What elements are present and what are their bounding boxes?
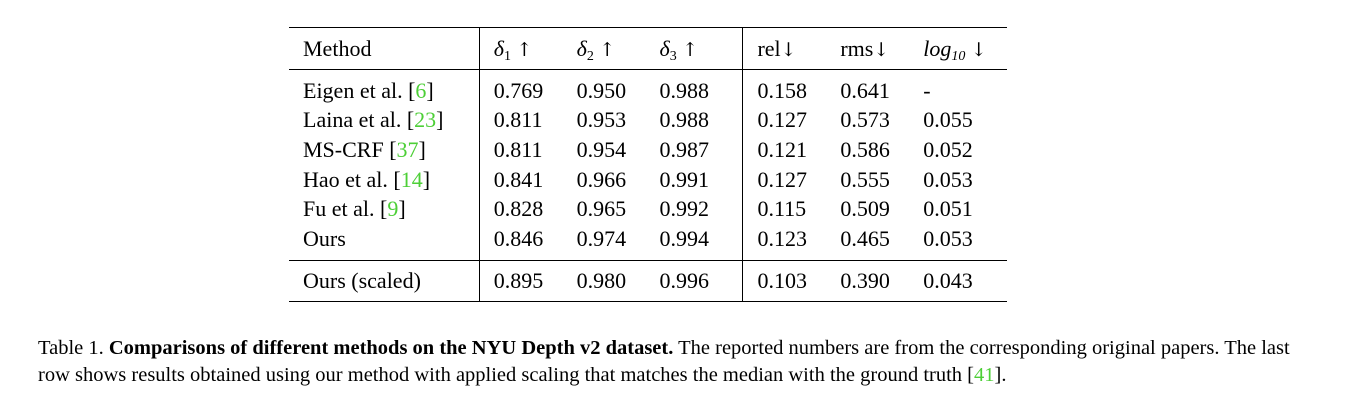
cell-delta2: 0.953	[576, 107, 627, 133]
cell-log10: -	[923, 77, 931, 103]
citation-link[interactable]: 6	[415, 77, 427, 103]
table-row: MS-CRF [37] 0.811 0.954 0.987 0.121 0.58…	[289, 135, 1007, 165]
cell-delta1: 0.769	[478, 69, 577, 106]
citation-link[interactable]: 37	[396, 136, 419, 162]
cell-delta1: 0.895	[478, 259, 577, 302]
citation-link[interactable]: 9	[387, 196, 399, 222]
cell-delta2: 0.954	[576, 136, 627, 162]
cell-delta1: 0.811	[478, 105, 577, 136]
cell-rel: 0.103	[742, 259, 841, 302]
method-name: Ours	[289, 223, 480, 261]
cell-delta3: 0.996	[659, 259, 743, 302]
cell-rms: 0.641	[840, 77, 890, 103]
cell-rel: 0.127	[742, 105, 841, 136]
cell-rms: 0.509	[840, 196, 890, 222]
header-delta1: δ1 ↑	[478, 27, 577, 70]
cell-delta2: 0.980	[576, 259, 660, 302]
results-table-container: Method δ1 ↑ δ2 ↑ δ3 ↑ rel↓ rms↓ log10 ↓ …	[289, 27, 1007, 302]
cell-delta1: 0.811	[478, 135, 577, 165]
cell-log10: 0.053	[923, 166, 973, 192]
cell-log10: 0.052	[923, 136, 973, 162]
table-row-scaled: Ours (scaled) 0.895 0.980 0.996 0.103 0.…	[289, 259, 1007, 302]
method-name: Ours (scaled)	[289, 259, 480, 302]
caption-label: Table 1.	[38, 337, 104, 359]
cell-delta3: 0.988	[659, 77, 710, 103]
table-row: Ours 0.846 0.974 0.994 0.123 0.465 0.053	[289, 223, 1007, 261]
cell-rms: 0.586	[840, 136, 890, 162]
table-header-row: Method δ1 ↑ δ2 ↑ δ3 ↑ rel↓ rms↓ log10 ↓	[289, 27, 1007, 70]
citation-link[interactable]: 14	[400, 166, 423, 192]
cell-delta3: 0.992	[659, 196, 710, 222]
method-name: Fu et al. [9]	[303, 196, 406, 222]
table-row: Fu et al. [9] 0.828 0.965 0.992 0.115 0.…	[289, 194, 1007, 224]
cell-delta2: 0.966	[576, 166, 627, 192]
cell-rms: 0.390	[840, 259, 924, 302]
cell-rms: 0.555	[840, 166, 890, 192]
caption-body-end: ].	[994, 364, 1007, 386]
cell-rel: 0.123	[742, 223, 841, 261]
cell-delta1: 0.841	[478, 164, 577, 195]
cell-log10: 0.053	[923, 223, 1007, 261]
method-name: Laina et al. [23]	[303, 107, 444, 133]
cell-delta2: 0.950	[576, 77, 627, 103]
header-log10: log10 ↓	[923, 27, 1007, 70]
cell-rel: 0.127	[742, 164, 841, 195]
cell-rel: 0.115	[742, 194, 841, 224]
table-row: Eigen et al. [6] 0.769 0.950 0.988 0.158…	[289, 69, 1007, 106]
table-row: Laina et al. [23] 0.811 0.953 0.988 0.12…	[289, 105, 1007, 136]
cell-rel: 0.121	[742, 135, 841, 165]
cell-delta2: 0.965	[576, 196, 627, 222]
header-rms: rms↓	[840, 27, 924, 70]
caption-body: The reported numbers are from the corres…	[38, 337, 1290, 386]
cell-rms: 0.465	[840, 223, 924, 261]
cell-rms: 0.573	[840, 107, 890, 133]
results-table: Method δ1 ↑ δ2 ↑ δ3 ↑ rel↓ rms↓ log10 ↓ …	[289, 27, 1007, 302]
cell-log10: 0.055	[923, 107, 973, 133]
table-row: Hao et al. [14] 0.841 0.966 0.991 0.127 …	[289, 164, 1007, 195]
cell-delta3: 0.988	[659, 107, 710, 133]
method-name: Eigen et al. [6]	[303, 77, 434, 103]
method-name: MS-CRF [37]	[303, 136, 426, 162]
header-rel: rel↓	[742, 27, 841, 70]
header-delta2: δ2 ↑	[576, 27, 660, 70]
cell-log10: 0.043	[923, 259, 1007, 302]
caption-title: Comparisons of different methods on the …	[108, 337, 674, 359]
header-method: Method	[289, 27, 480, 70]
cell-delta1: 0.828	[478, 194, 577, 224]
cell-delta3: 0.994	[659, 223, 743, 261]
citation-link[interactable]: 41	[974, 364, 995, 386]
cell-log10: 0.051	[923, 196, 973, 222]
cell-delta1: 0.846	[478, 223, 577, 261]
cell-delta3: 0.991	[659, 166, 710, 192]
table-caption: Table 1. Comparisons of different method…	[38, 335, 1318, 389]
citation-link[interactable]: 23	[414, 107, 437, 133]
cell-delta2: 0.974	[576, 223, 660, 261]
header-delta3: δ3 ↑	[659, 27, 743, 70]
cell-delta3: 0.987	[659, 136, 710, 162]
method-name: Hao et al. [14]	[303, 166, 431, 192]
cell-rel: 0.158	[742, 69, 841, 106]
